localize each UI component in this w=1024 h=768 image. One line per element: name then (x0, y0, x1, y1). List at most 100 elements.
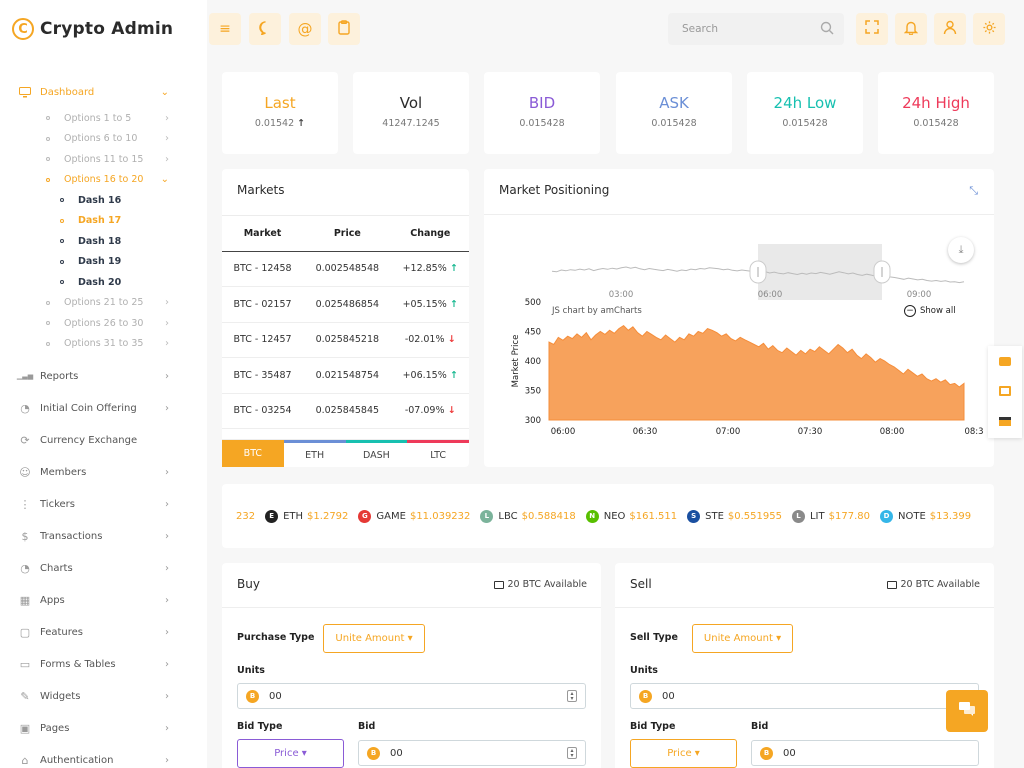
sidebar-dash-item[interactable]: Dash 18 (0, 231, 207, 252)
sidebar-item[interactable]: ▢ Features › (0, 616, 207, 648)
sidebar-item[interactable]: ▭ Forms & Tables › (0, 648, 207, 680)
price-chart[interactable]: 03:00 06:00 09:00 500 450 400 350 300 Market Pri… (484, 169, 994, 467)
col-price[interactable]: Price (303, 217, 392, 252)
tab-dash[interactable]: DASH (345, 440, 408, 467)
sidebar-subitem[interactable]: Options 11 to 15 › (0, 149, 207, 170)
fullscreen-button[interactable] (856, 13, 888, 45)
ticker-item[interactable]: E ETH $1.2792 (265, 509, 348, 523)
tab-eth[interactable]: ETH (283, 440, 346, 467)
units-input[interactable]: B 00 (630, 683, 979, 709)
sliders-icon: ⋮ (19, 497, 31, 511)
ticker-symbol: ETH (283, 510, 304, 522)
ticker-item[interactable]: 232 (236, 511, 255, 522)
sidebar-item[interactable]: ▣ Pages › (0, 712, 207, 744)
lock-icon: ⌂ (21, 753, 29, 767)
cart-icon[interactable] (988, 406, 1022, 436)
mention-button[interactable]: @ (289, 13, 321, 45)
menu-toggle-button[interactable]: ≡ (209, 13, 241, 45)
sidebar-item[interactable]: ◔ Initial Coin Offering › (0, 392, 207, 424)
change-value: +06.15% (402, 369, 447, 381)
ticker-item[interactable]: L LBC $0.588418 (480, 509, 576, 523)
tab-ltc[interactable]: LTC (407, 440, 469, 467)
sidebar-item[interactable]: ✎ Widgets › (0, 680, 207, 712)
stat-value: 0.015428 (878, 118, 994, 129)
stepper-icon[interactable]: ▴ ▾ (567, 690, 577, 702)
camera-icon[interactable] (988, 346, 1022, 376)
bid-type-dropdown[interactable]: Price ▾ (630, 739, 737, 768)
sidebar-item-label: Forms & Tables (40, 658, 116, 670)
ticker-item[interactable]: L LIT $177.80 (791, 509, 870, 523)
purchase-type-dropdown[interactable]: Unite Amount ▾ (323, 624, 425, 653)
ticker-item[interactable]: D NOTE $13.399 (879, 509, 971, 523)
sidebar-item[interactable]: ◔ Charts › (0, 552, 207, 584)
tab-btc[interactable]: BTC (222, 440, 284, 467)
expand-icon[interactable]: ⤡ (969, 184, 978, 197)
support-chat-button[interactable] (946, 690, 988, 732)
show-all-label: Show all (920, 306, 956, 316)
sidebar-item[interactable]: ⟳ Currency Exchange (0, 424, 207, 456)
table-row[interactable]: BTC - 02157 0.025486854 +05.15% ↑ (222, 286, 469, 323)
table-row[interactable]: BTC - 12457 0.025845218 -02.01% ↓ (222, 322, 469, 358)
x-tick-label: 06:30 (633, 427, 658, 437)
ticker-price: $177.80 (828, 510, 870, 522)
table-row[interactable]: BTC - 03254 0.025845845 -07.09% ↓ (222, 393, 469, 429)
table-row[interactable]: BTC - 12458 0.002548548 +12.85% ↑ (222, 251, 469, 287)
stepper-icon[interactable]: ▴ ▾ (567, 747, 577, 759)
sidebar-subitem[interactable]: Options 31 to 35 › (0, 334, 207, 355)
sidebar-item-dashboard[interactable]: Dashboard ⌄ (0, 76, 207, 108)
monitor-icon (18, 85, 32, 99)
stat-value: 0.01542 ↑ (222, 118, 338, 129)
price-area[interactable] (548, 324, 965, 421)
sidebar-dash-item-active[interactable]: Dash 17 (0, 211, 207, 232)
change-cell: +06.15% ↑ (391, 357, 469, 394)
chevron-right-icon: › (165, 690, 169, 702)
chevron-right-icon: › (165, 112, 169, 124)
sidebar-item[interactable]: ⌂ Authentication › (0, 744, 207, 768)
bid-label: Bid (358, 721, 376, 732)
bid-type-dropdown[interactable]: Price ▾ (237, 739, 344, 768)
table-row[interactable]: BTC - 35487 0.021548754 +06.15% ↑ (222, 357, 469, 394)
sidebar-item[interactable]: ⋮ Tickers › (0, 488, 207, 520)
sidebar-item[interactable]: ☺ Members › (0, 456, 207, 488)
search-input[interactable]: Search (668, 13, 844, 45)
pie-chart-icon: ◔ (20, 561, 30, 575)
ticker-item[interactable]: N NEO $161.511 (585, 509, 677, 523)
sidebar-dash-item[interactable]: Dash 19 (0, 252, 207, 273)
col-market[interactable]: Market (222, 217, 304, 252)
bid-input[interactable]: B 00 ▴ ▾ (358, 740, 586, 766)
clipboard-button[interactable] (328, 13, 360, 45)
gallery-icon[interactable] (988, 376, 1022, 406)
sidebar-subitem-active[interactable]: Options 16 to 20 ⌄ (0, 170, 207, 191)
sidebar-item[interactable]: $ Transactions › (0, 520, 207, 552)
chat-button[interactable] (249, 13, 281, 45)
ticker-item[interactable]: S STE $0.551955 (687, 509, 782, 523)
show-all-button[interactable]: − Show all (904, 305, 956, 317)
sidebar-subitem-label: Options 31 to 35 (64, 338, 144, 350)
search-icon[interactable] (820, 21, 834, 39)
settings-button[interactable] (973, 13, 1005, 45)
sidebar-item-label: Dashboard (40, 86, 95, 98)
scrollbar-selection[interactable] (758, 244, 882, 300)
sidebar-subitem[interactable]: Options 1 to 5 › (0, 108, 207, 129)
sidebar-item-label: Reports (40, 370, 79, 382)
sell-type-dropdown[interactable]: Unite Amount ▾ (692, 624, 793, 653)
sidebar-dash-item[interactable]: Dash 16 (0, 190, 207, 211)
brand[interactable]: C Crypto Admin (0, 0, 207, 58)
x-tick-label: 07:00 (716, 427, 741, 437)
col-change[interactable]: Change (391, 217, 469, 252)
user-button[interactable] (934, 13, 966, 45)
sidebar-item[interactable]: ▦ Apps › (0, 584, 207, 616)
notifications-button[interactable] (895, 13, 927, 45)
bullet-icon (60, 280, 64, 285)
sidebar-dash-item[interactable]: Dash 20 (0, 272, 207, 293)
sidebar-subitem[interactable]: Options 26 to 30 › (0, 313, 207, 334)
ticker-item[interactable]: G GAME $11.039232 (358, 509, 470, 523)
refresh-icon: ⟳ (20, 433, 30, 447)
sidebar-item[interactable]: ▁▃▅ Reports › (0, 360, 207, 392)
sidebar-subitem[interactable]: Options 21 to 25 › (0, 293, 207, 314)
download-icon[interactable]: ⤓ (948, 237, 974, 263)
bid-input[interactable]: B 00 (751, 740, 979, 766)
units-input[interactable]: B 00 ▴ ▾ (237, 683, 586, 709)
sidebar-subitem[interactable]: Options 6 to 10 › (0, 129, 207, 150)
arrow-up-icon: ↑ (297, 118, 306, 129)
